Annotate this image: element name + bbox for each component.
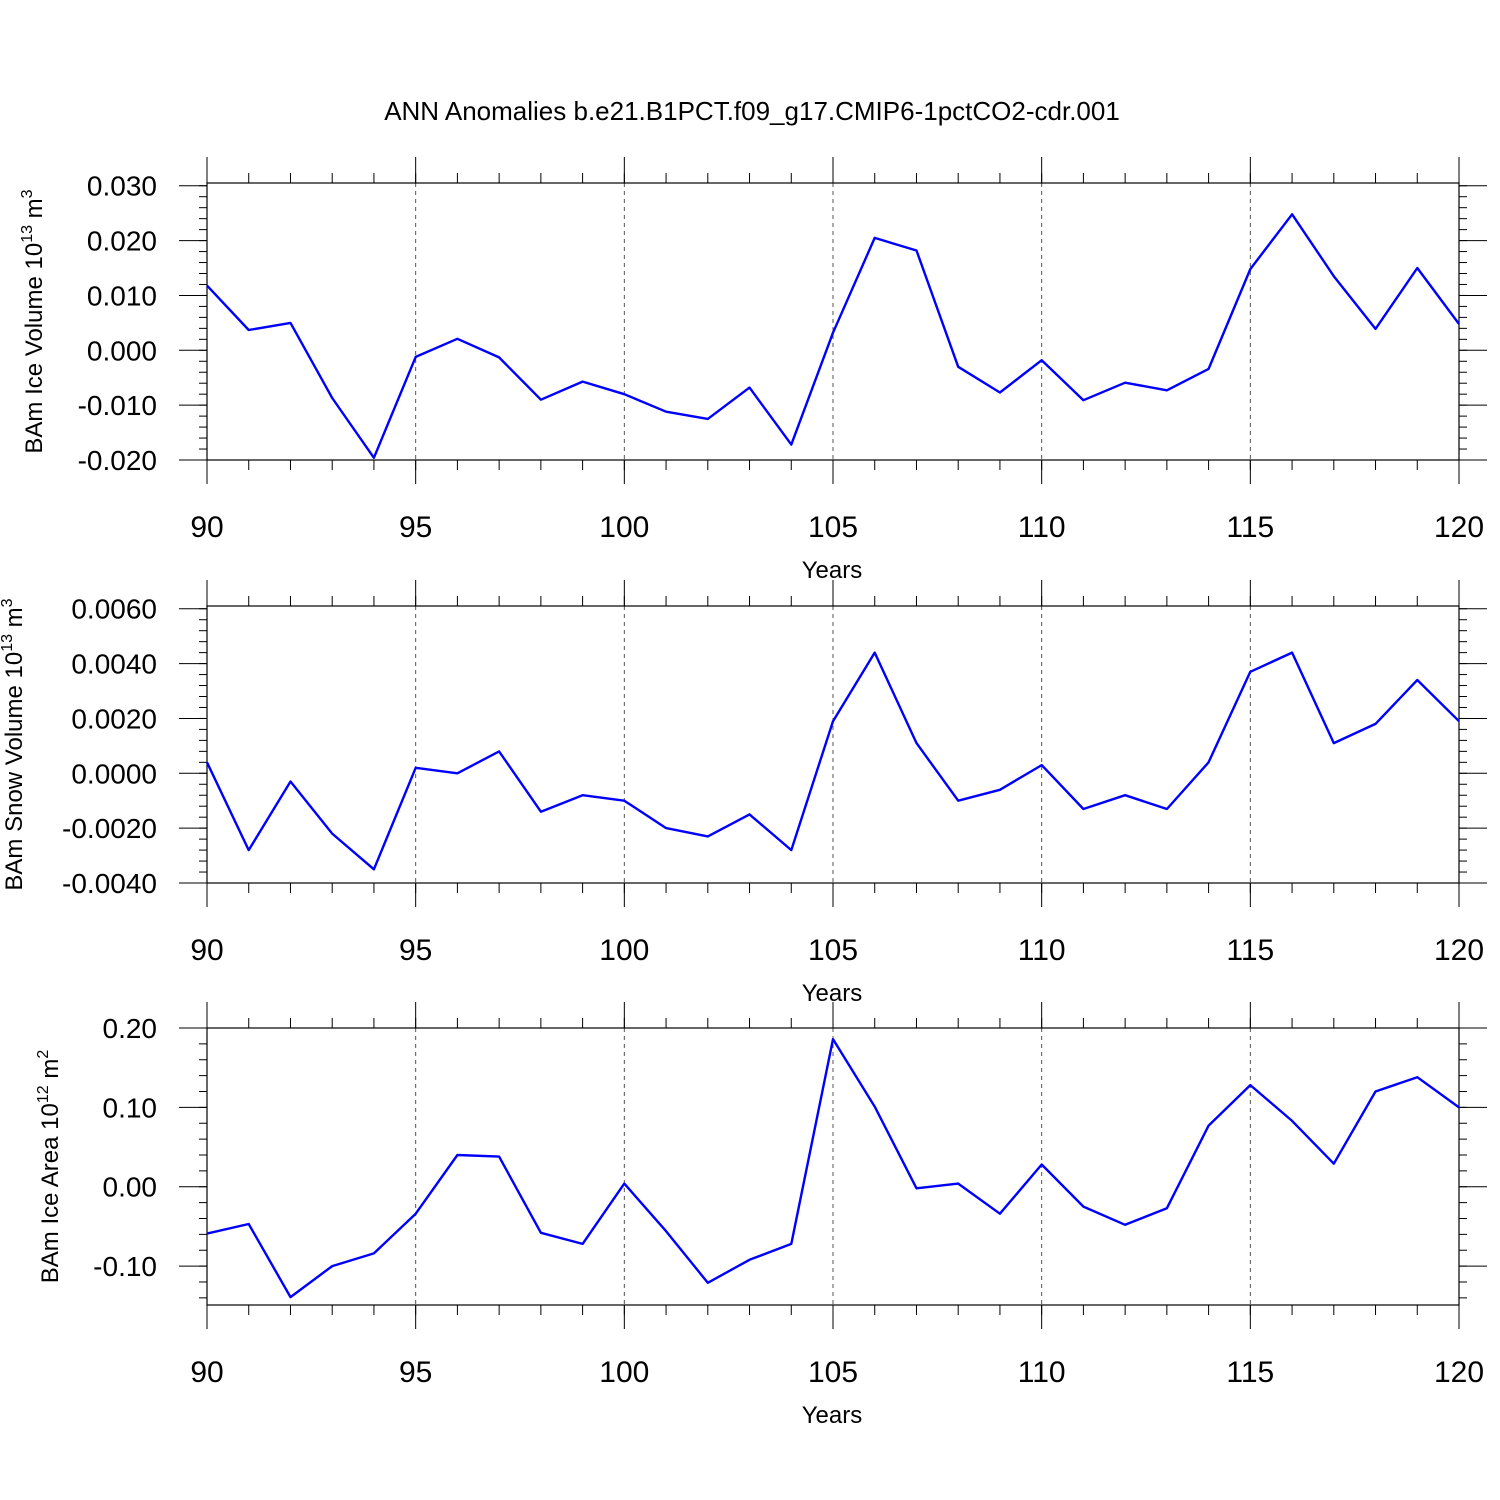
y-tick-label: 0.20 — [103, 1013, 158, 1044]
chart-panel-1: -0.020 -0.010 0.000 0.010 0.020 0.030 90 95 100 1… — [19, 157, 1487, 584]
x-axis-label: Years — [802, 557, 863, 584]
x-tick-label: 90 — [190, 511, 223, 544]
x-tick-label: 95 — [399, 934, 432, 967]
y-tick-label: 0.000 — [87, 335, 157, 366]
y-tick-label: 0.0000 — [71, 758, 157, 789]
x-tick-label: 120 — [1434, 511, 1484, 544]
x-tick-label: 120 — [1434, 1356, 1484, 1389]
data-line — [205, 651, 1460, 871]
y-axis-label-part: BAm Snow Volume 10 — [1, 652, 28, 891]
y-tick-label: 0.030 — [87, 171, 157, 202]
y-tick-label: 0.0040 — [71, 649, 157, 680]
y-axis-label: BAm Ice Area 1012 m2 — [35, 1050, 64, 1284]
y-tick-label: -0.010 — [78, 390, 157, 421]
data-line — [206, 213, 1460, 459]
chart-panel-3: -0.10 0.00 0.10 0.20 90 95 100 105 110 115 120 Year… — [35, 1002, 1487, 1429]
y-axis-label-part: m — [1, 607, 28, 634]
x-tick-label: 95 — [399, 511, 432, 544]
y-axis-label: BAm Snow Volume 1013 m3 — [0, 598, 28, 890]
panels: -0.020 -0.010 0.000 0.010 0.020 0.030 90 95 100 1… — [0, 157, 1487, 1429]
y-tick-label: 0.0060 — [71, 594, 157, 625]
y-tick-label: 0.10 — [103, 1092, 158, 1123]
y-tick-label: -0.020 — [78, 445, 157, 476]
y-axis-label-part: 3 — [0, 598, 16, 607]
y-axis-label-part: BAm Ice Volume 10 — [21, 243, 48, 454]
y-tick-label: 0.0020 — [71, 703, 157, 734]
x-tick-label: 100 — [599, 1356, 649, 1389]
x-tick-label: 90 — [190, 1356, 223, 1389]
chart-title: ANN Anomalies b.e21.B1PCT.f09_g17.CMIP6-… — [384, 96, 1120, 126]
x-tick-label: 95 — [399, 1356, 432, 1389]
x-tick-label: 105 — [808, 1356, 858, 1389]
y-tick-label: -0.0020 — [62, 813, 157, 844]
x-tick-label: 105 — [808, 934, 858, 967]
x-tick-label: 110 — [1018, 1356, 1066, 1389]
y-tick-label: -0.10 — [93, 1251, 157, 1282]
x-tick-label: 105 — [808, 511, 858, 544]
y-tick-label: 0.020 — [87, 226, 157, 257]
axis-frame — [206, 1027, 1460, 1306]
y-tick-label: -0.0040 — [62, 868, 157, 899]
axis-frame — [206, 182, 1460, 461]
x-axis-label: Years — [802, 980, 863, 1007]
y-axis-label-part: 3 — [19, 189, 36, 198]
x-tick-label: 110 — [1018, 934, 1066, 967]
y-axis-label-part: 2 — [35, 1050, 52, 1059]
axis-frame — [206, 605, 1460, 884]
y-axis-label-part: 12 — [35, 1085, 52, 1103]
x-tick-label: 110 — [1018, 511, 1066, 544]
y-axis-label: BAm Ice Volume 1013 m3 — [19, 189, 48, 453]
y-tick-label: 0.00 — [103, 1172, 158, 1203]
chart-panel-2: -0.0040 -0.0020 0.0000 0.0020 0.0040 0.0060 90… — [0, 580, 1487, 1007]
x-tick-label: 120 — [1434, 934, 1484, 967]
x-tick-label: 100 — [599, 511, 649, 544]
y-axis-label-part: 13 — [0, 634, 16, 652]
x-tick-label: 90 — [190, 934, 223, 967]
x-tick-label: 100 — [599, 934, 649, 967]
y-axis-label-part: m — [21, 198, 48, 225]
y-axis-label-part: BAm Ice Area 10 — [37, 1103, 64, 1283]
x-tick-label: 115 — [1226, 1356, 1274, 1389]
x-tick-label: 115 — [1226, 511, 1274, 544]
x-tick-label: 115 — [1226, 934, 1274, 967]
x-axis-label: Years — [802, 1402, 863, 1429]
y-axis-label-part: m — [37, 1059, 64, 1086]
y-tick-label: 0.010 — [87, 280, 157, 311]
y-axis-label-part: 13 — [19, 225, 36, 243]
data-line — [206, 1037, 1460, 1299]
